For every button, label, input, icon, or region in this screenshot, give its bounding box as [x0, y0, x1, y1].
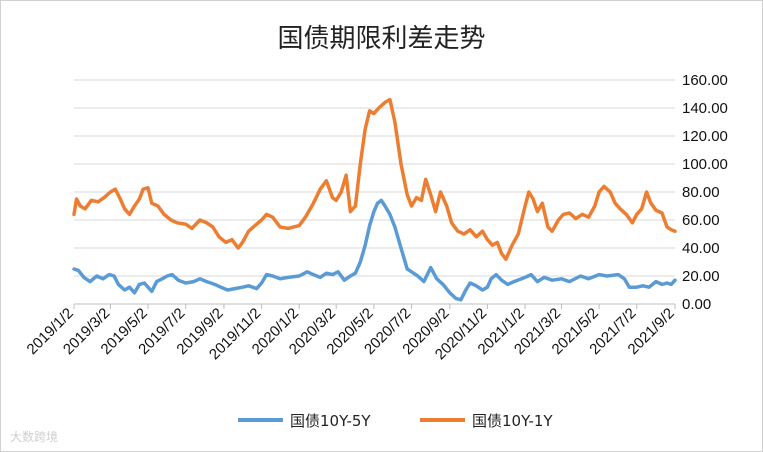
y-tick-label: 40.00 — [682, 240, 720, 257]
series-line — [72, 97, 677, 261]
chart-title: 国债期限利差走势 — [277, 24, 486, 54]
legend-label: 国债10Y-1Y — [472, 412, 553, 430]
series-line — [72, 198, 677, 302]
y-tick-label: 140.00 — [682, 100, 728, 117]
y-tick-label: 80.00 — [682, 184, 720, 201]
watermark: 大数跨境 — [10, 430, 59, 444]
y-tick-label: 0.00 — [682, 296, 711, 313]
y-axis-ticks: 0.00 20.00 40.00 60.00 80.00 100.00 120.00 140.… — [682, 72, 728, 313]
y-tick-label: 100.00 — [682, 156, 728, 173]
legend: 国债10Y-5Y 国债10Y-1Y — [238, 412, 553, 430]
y-tick-label: 120.00 — [682, 128, 728, 145]
series-lines — [72, 97, 677, 302]
y-tick-label: 60.00 — [682, 212, 720, 229]
legend-label: 国债10Y-5Y — [290, 412, 371, 430]
y-tick-label: 160.00 — [682, 72, 728, 89]
x-axis-ticks: 2019/1/22019/3/22019/5/22019/7/22019/9/2… — [24, 304, 678, 363]
y-tick-label: 20.00 — [682, 268, 720, 285]
